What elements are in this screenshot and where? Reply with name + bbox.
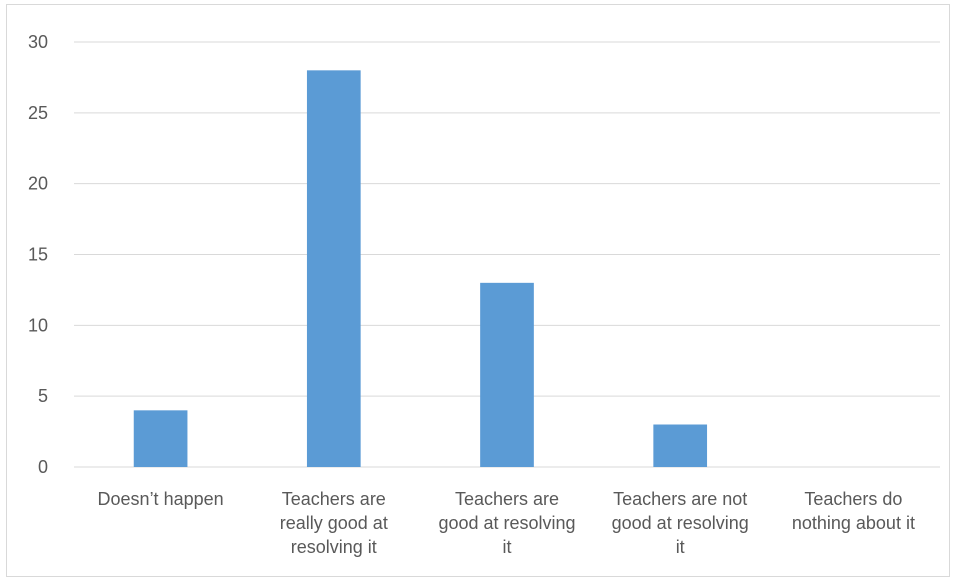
x-category-label: Teachers are really good at resolving it [280,489,388,557]
bar-2 [480,282,534,467]
y-tick-label: 25 [28,103,48,123]
x-category-label-line: really good at [280,513,388,533]
x-category-label-line: Doesn’t happen [98,489,224,509]
x-category-label-line: good at resolving [612,513,749,533]
x-category-label-line: it [503,537,512,557]
y-tick-label: 0 [38,457,48,477]
x-category-label-line: good at resolving [438,513,575,533]
y-tick-label: 30 [28,32,48,52]
x-category-label-line: Teachers do [804,489,902,509]
y-tick-label: 10 [28,315,48,335]
bar-1 [306,70,361,467]
gridlines [74,41,940,468]
bar-0 [133,410,188,467]
x-category-label-line: nothing about it [792,513,915,533]
y-tick-label: 20 [28,174,48,194]
x-category-label-line: resolving it [291,537,377,557]
bars [133,70,708,467]
x-category-label: Teachers do nothing about it [792,489,915,533]
x-category-label-line: it [676,537,685,557]
x-category-label-line: Teachers are not [613,489,747,509]
x-category-label-line: Teachers are [282,489,386,509]
x-category-label-line: Teachers are [455,489,559,509]
x-category-label: Doesn’t happen [98,489,224,509]
x-category-label: Teachers are good at resolving it [438,489,575,557]
x-category-label: Teachers are not good at resolving it [612,489,749,557]
y-tick-label: 15 [28,245,48,265]
bar-3 [653,424,708,467]
chart-frame [6,4,950,577]
y-tick-label: 5 [38,386,48,406]
y-axis: 0 5 10 15 20 25 30 [28,32,48,477]
x-axis: Doesn’t happen Teachers are really good at… [98,489,915,557]
